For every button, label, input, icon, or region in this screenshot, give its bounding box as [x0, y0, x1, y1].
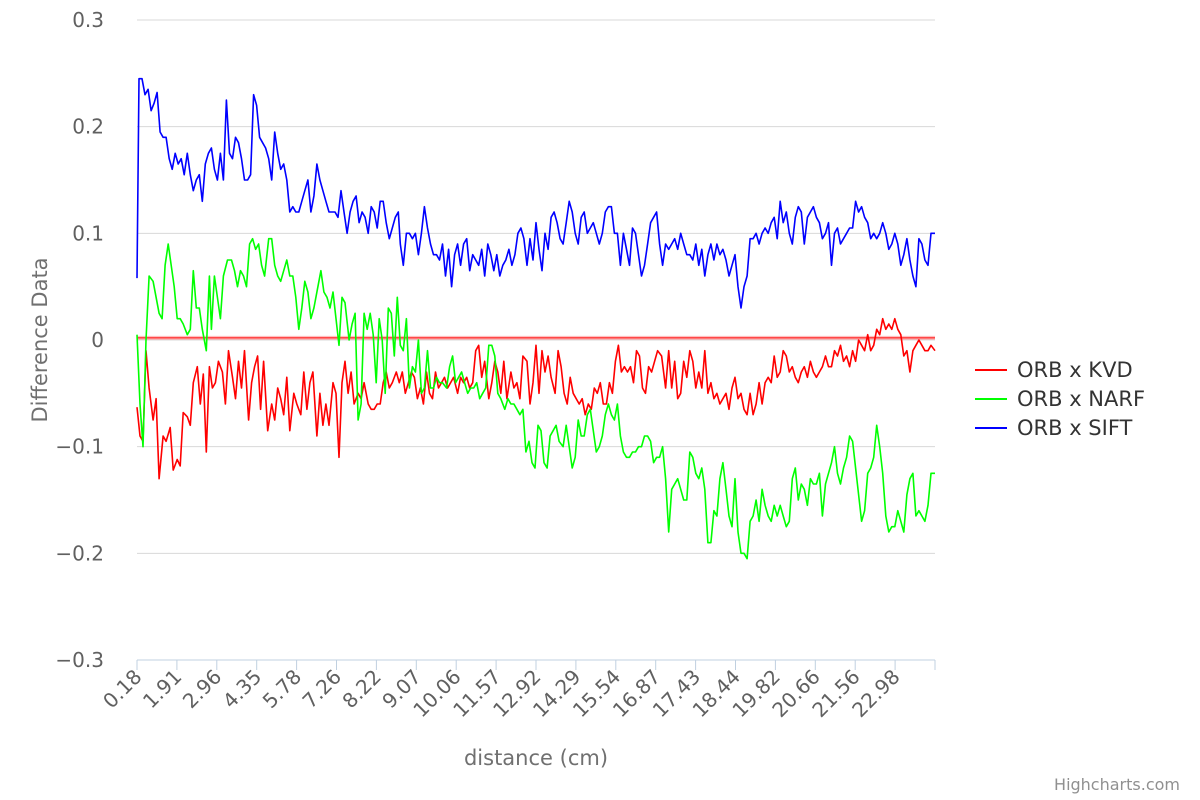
- y-tick-label: −0.2: [55, 541, 104, 565]
- y-axis-tick-labels: 0.3 0.2 0.1 0 −0.1 −0.2 −0.3: [55, 8, 104, 672]
- x-axis-title: distance (cm): [464, 746, 608, 770]
- series-line-orb-x-sift: [136, 77, 935, 309]
- zero-plot-line: [137, 335, 935, 340]
- x-tick-label: 0.18: [98, 665, 146, 713]
- grid-lines: [137, 19, 935, 661]
- x-tick-label: 2.96: [178, 665, 226, 713]
- legend: ORB x KVD ORB x NARF ORB x SIFT: [975, 358, 1145, 440]
- y-tick-label: −0.3: [55, 648, 104, 672]
- y-tick-label: 0.3: [72, 8, 104, 32]
- legend-item-orb-x-sift[interactable]: ORB x SIFT: [975, 416, 1133, 440]
- series-line-orb-x-narf: [136, 237, 935, 560]
- y-tick-label: 0.2: [72, 115, 104, 139]
- legend-label: ORB x KVD: [1017, 358, 1133, 382]
- y-tick-label: 0.1: [72, 221, 104, 245]
- x-tick-label: 7.26: [298, 665, 346, 713]
- y-tick-label: −0.1: [55, 435, 104, 459]
- credits-link[interactable]: Highcharts.com: [1054, 775, 1180, 794]
- legend-label: ORB x NARF: [1017, 387, 1145, 411]
- y-tick-label: 0: [91, 328, 104, 352]
- x-axis: [136, 659, 936, 670]
- x-tick-label: 5.78: [258, 665, 306, 713]
- y-axis-title: Difference Data: [28, 257, 52, 422]
- legend-label: ORB x SIFT: [1017, 416, 1133, 440]
- x-tick-label: 1.91: [138, 665, 186, 713]
- series-line-orb-x-kvd: [136, 317, 936, 480]
- x-tick-label: 8.22: [337, 665, 385, 713]
- x-axis-tick-labels: 0.181.912.964.355.787.268.229.0710.0611.…: [98, 665, 905, 722]
- legend-item-orb-x-narf[interactable]: ORB x NARF: [975, 387, 1145, 411]
- legend-item-orb-x-kvd[interactable]: ORB x KVD: [975, 358, 1133, 382]
- x-tick-label: 4.35: [218, 665, 266, 713]
- series-lines: [136, 77, 936, 560]
